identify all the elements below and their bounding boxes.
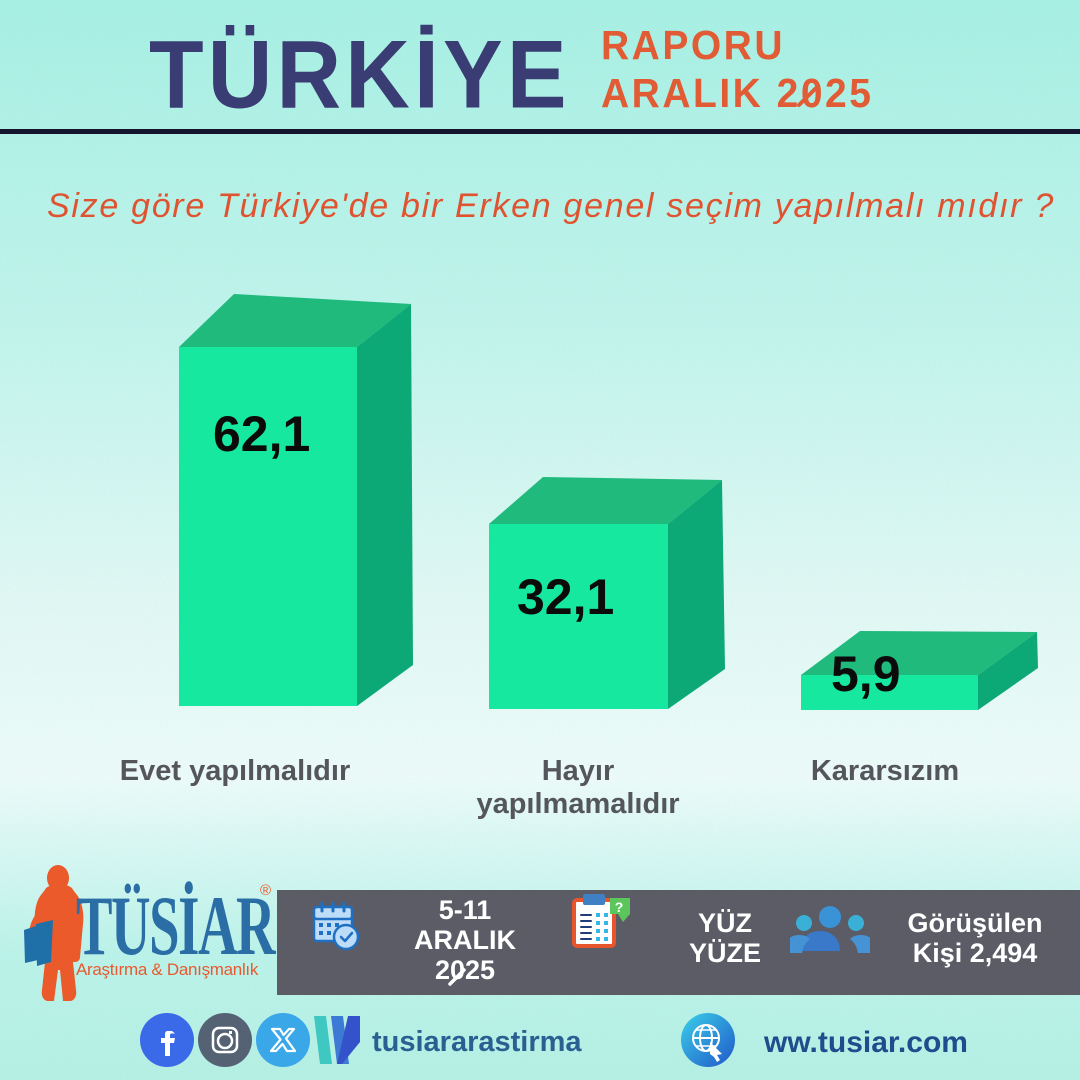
- svg-text:?: ?: [615, 899, 624, 915]
